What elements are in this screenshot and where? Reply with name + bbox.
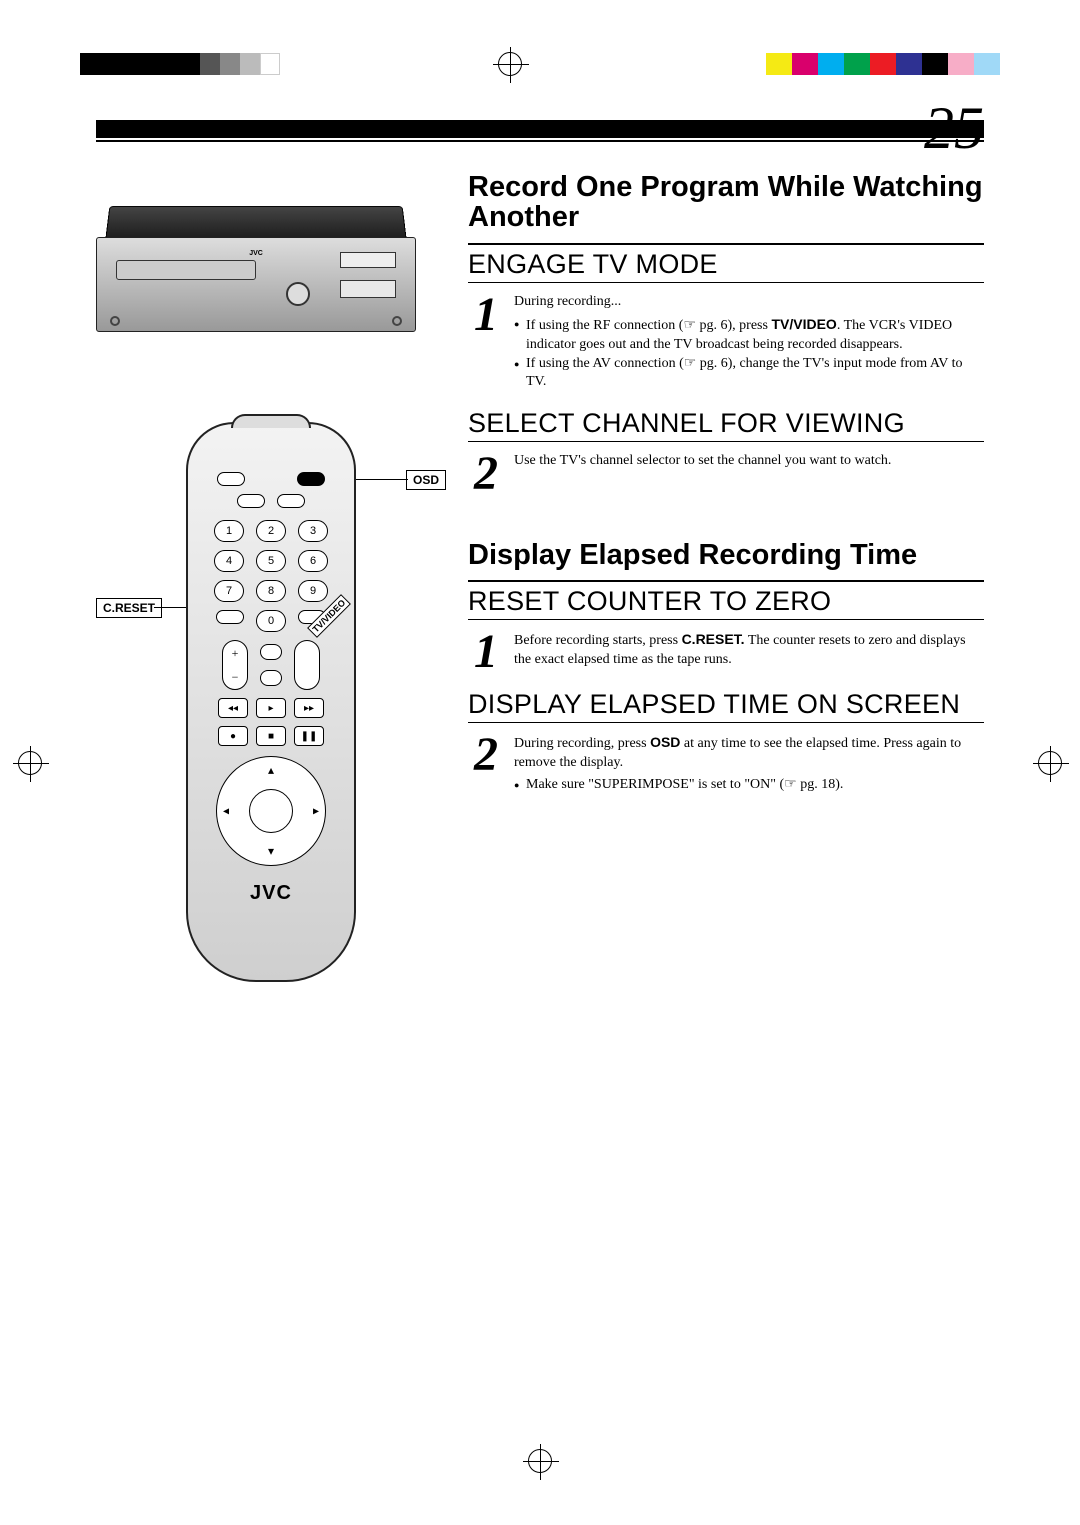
illustration-column: JVC OSD C.RESET 123 456 789 0TV/VIDEO +− — [96, 172, 446, 982]
step-row: 2Use the TV's channel selector to set th… — [468, 452, 984, 495]
keypad-6: 6 — [298, 550, 328, 572]
step-heading: RESET COUNTER TO ZERO — [468, 586, 984, 617]
page-number: 25 — [924, 94, 984, 163]
step-row: 2During recording, press OSD at any time… — [468, 733, 984, 795]
crosshair-left — [18, 751, 42, 775]
step-number: 1 — [468, 630, 504, 673]
crosshair-right — [1038, 751, 1062, 775]
step-number: 2 — [468, 733, 504, 795]
remote-brand: JVC — [188, 882, 354, 905]
header-bar-thin — [96, 140, 984, 142]
step-number: 2 — [468, 452, 504, 495]
registration-bottom — [0, 1447, 1080, 1475]
crosshair-icon — [528, 1449, 552, 1473]
keypad-2: 2 — [256, 520, 286, 542]
color-swatches — [740, 53, 1000, 75]
dpad: ▴▾◂▸ — [216, 756, 326, 866]
step-body: During recording...If using the RF conne… — [514, 293, 984, 392]
keypad-8: 8 — [256, 580, 286, 602]
vcr-illustration: JVC — [96, 202, 416, 332]
keypad-0: 0 — [256, 610, 286, 632]
text-column: Record One Program While Watching Anothe… — [468, 172, 984, 982]
step-body: During recording, press OSD at any time … — [514, 733, 984, 795]
bw-swatches — [80, 53, 280, 75]
keypad-1: 1 — [214, 520, 244, 542]
step-heading: SELECT CHANNEL FOR VIEWING — [468, 408, 984, 439]
page-body: 2 5 JVC OSD C.RESET — [96, 120, 984, 1405]
step-body: Use the TV's channel selector to set the… — [514, 452, 984, 495]
keypad-5: 5 — [256, 550, 286, 572]
crosshair-icon — [498, 52, 522, 76]
step-body: Before recording starts, press C.RESET. … — [514, 630, 984, 673]
keypad-9: 9 — [298, 580, 328, 602]
step-number: 1 — [468, 293, 504, 392]
remote-illustration: OSD C.RESET 123 456 789 0TV/VIDEO +− — [96, 422, 446, 982]
keypad-3: 3 — [298, 520, 328, 542]
section2-title: Display Elapsed Recording Time — [468, 540, 984, 570]
step-heading: ENGAGE TV MODE — [468, 249, 984, 280]
section1-title: Record One Program While Watching Anothe… — [468, 172, 984, 233]
creset-callout: C.RESET — [96, 598, 162, 618]
keypad-7: 7 — [214, 580, 244, 602]
step-row: 1During recording...If using the RF conn… — [468, 293, 984, 392]
step-heading: DISPLAY ELAPSED TIME ON SCREEN — [468, 689, 984, 720]
vcr-brand: JVC — [249, 250, 263, 257]
registration-top — [0, 50, 1080, 78]
osd-callout: OSD — [406, 470, 446, 490]
keypad-4: 4 — [214, 550, 244, 572]
header-bar-thick — [96, 120, 984, 138]
step-row: 1Before recording starts, press C.RESET.… — [468, 630, 984, 673]
